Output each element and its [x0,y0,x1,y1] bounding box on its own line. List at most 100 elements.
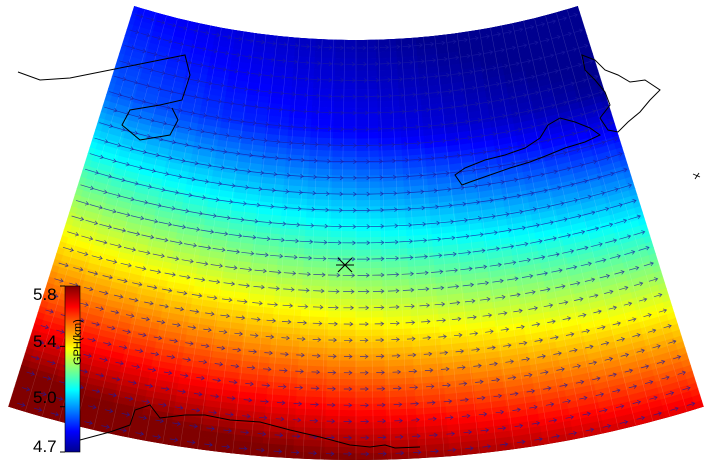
wind-arrow [632,333,641,338]
wind-arrow [121,412,131,417]
wind-arrow [368,77,380,83]
wind-arrow [547,319,556,324]
wind-arrow [155,237,169,243]
wind-arrow [176,290,188,296]
wind-arrow [455,349,465,354]
wind-arrow [554,217,568,223]
wind-arrow [62,246,75,252]
wind-arrow [427,400,436,405]
wind-arrow [185,341,194,346]
wind-arrow [493,393,503,399]
wind-arrow [608,152,623,159]
wind-arrow [536,204,551,210]
wind-arrow [368,110,382,115]
colorbar-tick-label: 4.7 [33,437,57,456]
wind-arrow [321,77,333,83]
colorbar-ticks [60,285,65,453]
wind-arrow [260,89,273,95]
wind-arrow [517,43,528,48]
wind-arrow [423,351,433,357]
wind-arrow [498,228,513,233]
wind-arrow [534,338,544,343]
wind-arrow [140,32,151,38]
wind-arrow [422,335,432,341]
wind-arrow [164,272,176,277]
wind-arrow [356,61,368,67]
wind-arrow [581,328,591,334]
wind-arrow [604,136,619,143]
wind-arrow [26,371,35,376]
wind-arrow [551,434,561,439]
wind-arrow [677,370,686,376]
wind-arrow [299,239,314,245]
wind-arrow [447,447,457,453]
wind-arrow [439,350,449,356]
wind-arrow [58,262,69,268]
wind-arrow [371,256,385,262]
wind-arrow [343,289,355,294]
wind-arrow [518,340,528,346]
wind-arrow [511,77,524,82]
wind-arrow [419,303,431,308]
wind-arrow [187,325,197,330]
wind-arrow [421,319,431,324]
wind-arrow [483,50,494,55]
wind-arrow [609,203,623,209]
wind-arrow [539,37,550,43]
wind-arrow [612,388,621,393]
wind-arrow [120,262,132,268]
wind-arrow [504,260,517,265]
wind-arrow [619,234,632,240]
wind-arrow [237,299,248,304]
wind-arrow [443,251,457,257]
wind-arrow [296,352,305,358]
wind-arrow [192,62,204,68]
wind-arrow [258,105,271,111]
wind-arrow [453,103,467,109]
wind-arrow [663,324,672,329]
wind-arrow [343,370,353,376]
wind-arrow [538,87,552,93]
wind-arrow [255,252,269,258]
wind-arrow [47,360,56,365]
wind-arrow [189,309,200,314]
wind-arrow [230,52,241,58]
wind-arrow [95,306,104,311]
wind-arrow [380,61,391,66]
wind-arrow [586,226,600,232]
wind-arrow [416,270,429,276]
wind-arrow [376,402,386,408]
wind-arrow [285,238,300,244]
wind-arrow [138,250,151,255]
wind-arrow [599,121,614,127]
wind-arrow [458,250,472,255]
wind-arrow [219,50,230,56]
wind-arrow [169,437,179,443]
wind-arrow [172,224,187,230]
wind-arrow [462,69,474,75]
wind-arrow [562,31,572,37]
wind-arrow [106,259,118,264]
wind-arrow [441,235,456,241]
wind-arrow [334,45,344,51]
wind-arrow [568,13,578,18]
wind-arrow [144,218,159,224]
wind-arrow [50,412,60,417]
wind-arrow [342,224,357,229]
wind-arrow [115,361,124,366]
wind-arrow [207,48,218,54]
wind-arrow [253,55,264,61]
wind-arrow [328,224,343,229]
wind-arrow [515,241,529,247]
wind-arrow [558,300,569,305]
wind-arrow [514,27,524,33]
wind-arrow [67,231,80,237]
wind-arrow [312,321,323,326]
wind-arrow [584,277,596,283]
wind-arrow [412,433,421,439]
wind-arrow [523,74,536,80]
wind-arrow [84,286,94,292]
wind-arrow [267,41,277,46]
wind-arrow [276,58,287,64]
wind-arrow [80,184,95,191]
